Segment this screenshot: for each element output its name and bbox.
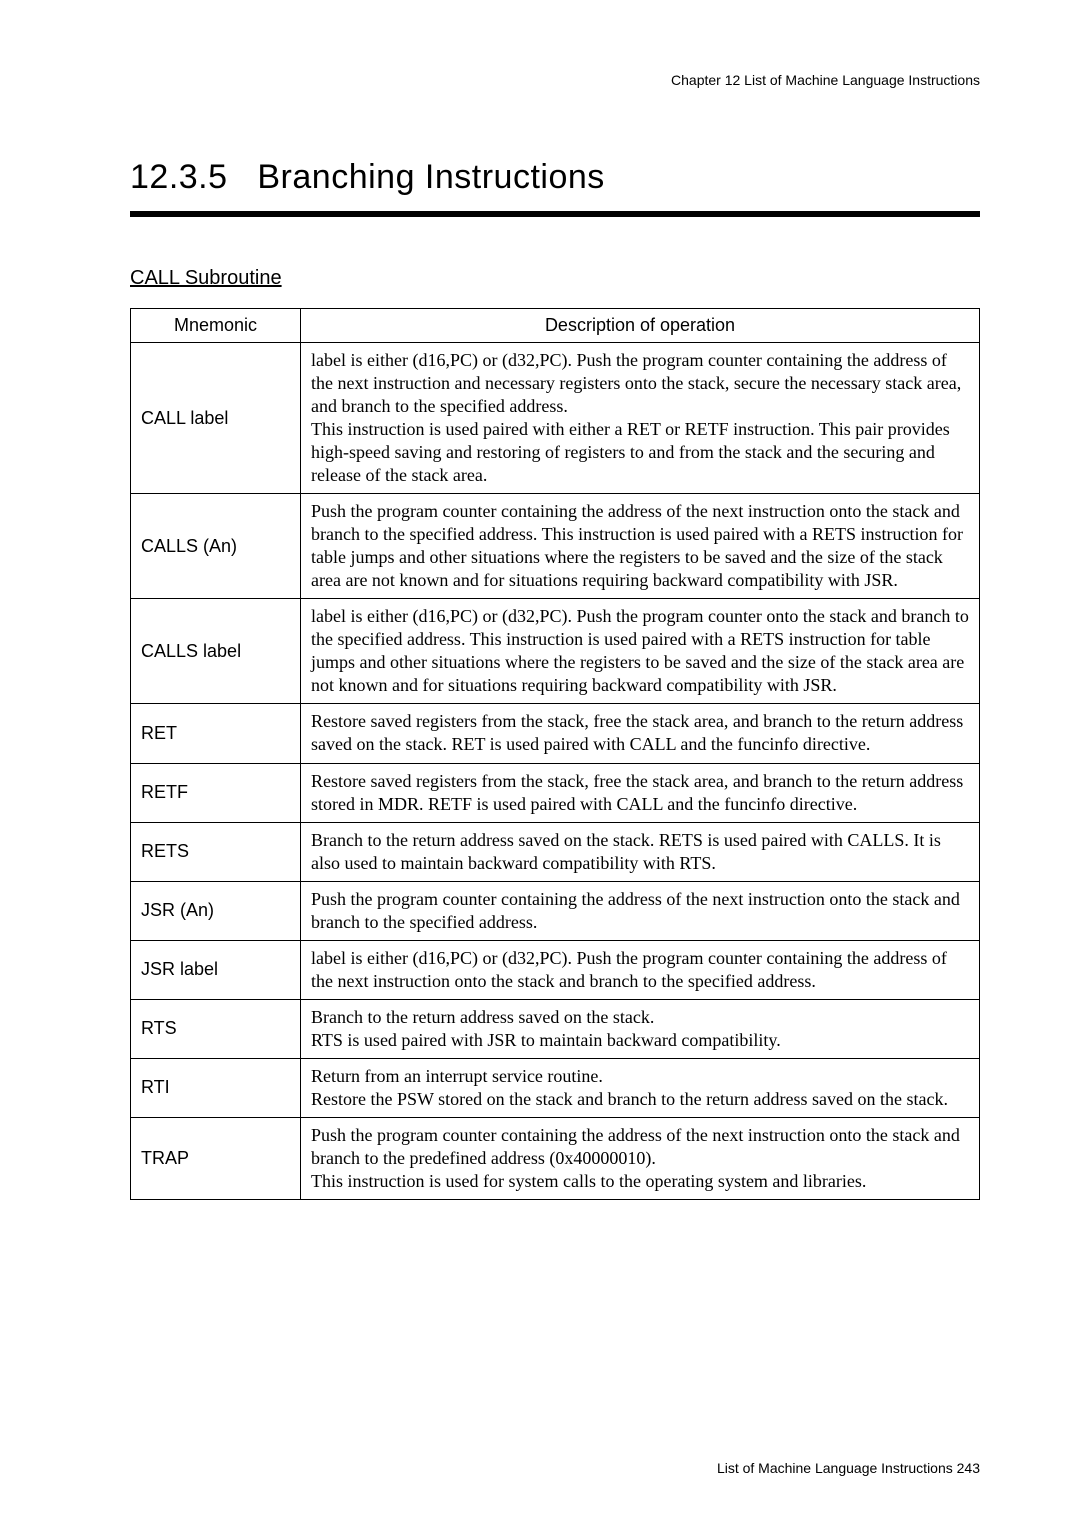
title-rule: [130, 211, 980, 217]
section-name: Branching Instructions: [257, 158, 604, 196]
mnemonic-cell: CALL label: [131, 343, 301, 494]
mnemonic-cell: CALLS (An): [131, 494, 301, 599]
description-cell: Branch to the return address saved on th…: [301, 822, 980, 881]
mnemonic-cell: RET: [131, 704, 301, 763]
table-row: CALLS (An) Push the program counter cont…: [131, 494, 980, 599]
section-title: 12.3.5 Branching Instructions: [130, 158, 980, 197]
description-cell: label is either (d16,PC) or (d32,PC). Pu…: [301, 599, 980, 704]
chapter-header: Chapter 12 List of Machine Language Inst…: [130, 72, 980, 88]
table-row: JSR label label is either (d16,PC) or (d…: [131, 940, 980, 999]
description-cell: Push the program counter containing the …: [301, 494, 980, 599]
page-footer: List of Machine Language Instructions 24…: [717, 1460, 980, 1476]
section-number: 12.3.5: [130, 158, 228, 196]
col-description: Description of operation: [301, 309, 980, 343]
mnemonic-cell: JSR label: [131, 940, 301, 999]
table-header-row: Mnemonic Description of operation: [131, 309, 980, 343]
description-cell: Branch to the return address saved on th…: [301, 999, 980, 1058]
mnemonic-cell: RTS: [131, 999, 301, 1058]
table-row: CALLS label label is either (d16,PC) or …: [131, 599, 980, 704]
description-cell: label is either (d16,PC) or (d32,PC). Pu…: [301, 940, 980, 999]
description-cell: Return from an interrupt service routine…: [301, 1058, 980, 1117]
mnemonic-cell: RETF: [131, 763, 301, 822]
table-row: RET Restore saved registers from the sta…: [131, 704, 980, 763]
mnemonic-cell: CALLS label: [131, 599, 301, 704]
mnemonic-cell: RTI: [131, 1058, 301, 1117]
col-mnemonic: Mnemonic: [131, 309, 301, 343]
table-row: CALL label label is either (d16,PC) or (…: [131, 343, 980, 494]
table-row: RTS Branch to the return address saved o…: [131, 999, 980, 1058]
description-cell: Push the program counter containing the …: [301, 881, 980, 940]
table-row: RETF Restore saved registers from the st…: [131, 763, 980, 822]
description-cell: label is either (d16,PC) or (d32,PC). Pu…: [301, 343, 980, 494]
table-row: JSR (An) Push the program counter contai…: [131, 881, 980, 940]
table-row: RTI Return from an interrupt service rou…: [131, 1058, 980, 1117]
subsection-title: CALL Subroutine: [130, 267, 980, 290]
mnemonic-cell: TRAP: [131, 1117, 301, 1199]
description-cell: Restore saved registers from the stack, …: [301, 763, 980, 822]
mnemonic-cell: JSR (An): [131, 881, 301, 940]
table-row: RETS Branch to the return address saved …: [131, 822, 980, 881]
table-row: TRAP Push the program counter containing…: [131, 1117, 980, 1199]
page: Chapter 12 List of Machine Language Inst…: [0, 0, 1080, 1528]
description-cell: Restore saved registers from the stack, …: [301, 704, 980, 763]
instruction-table: Mnemonic Description of operation CALL l…: [130, 308, 980, 1200]
mnemonic-cell: RETS: [131, 822, 301, 881]
description-cell: Push the program counter containing the …: [301, 1117, 980, 1199]
